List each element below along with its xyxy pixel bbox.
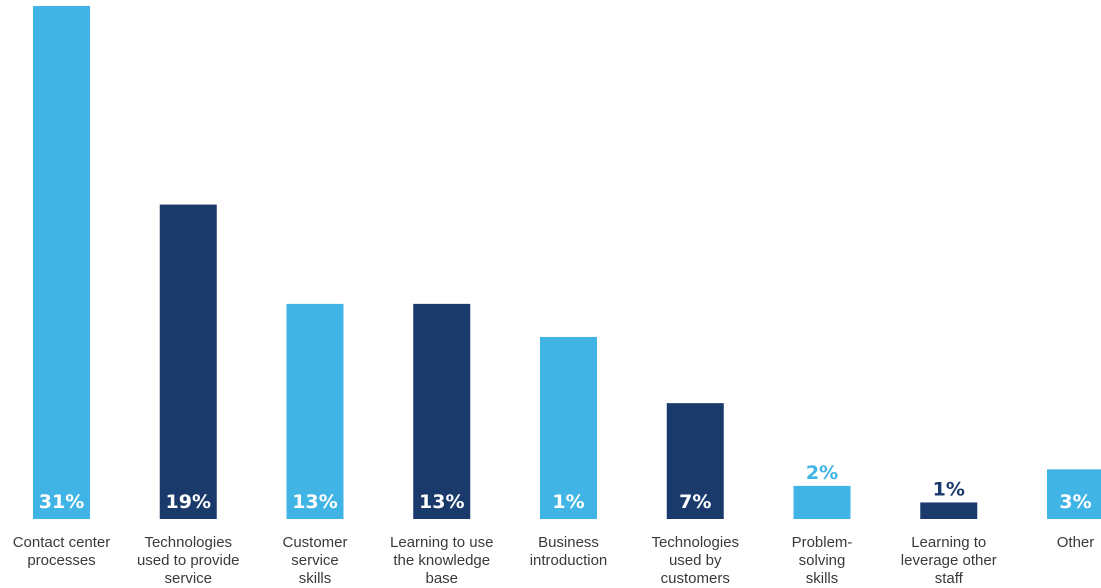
bar-8 [920, 502, 978, 519]
bar-7 [793, 485, 851, 519]
category-label-4: Learning to use the knowledge base [390, 534, 493, 587]
category-label-line: Other [1057, 534, 1095, 551]
category-label-line: service [291, 552, 339, 569]
category-label-line: Technologies [651, 534, 739, 551]
data-label-1: 31% [39, 491, 84, 513]
category-label-3: Customer service skills [282, 534, 347, 587]
bar-6 [666, 403, 724, 519]
data-label-9: 3% [1059, 491, 1091, 513]
category-label-line: introduction [530, 552, 608, 569]
bar-9 [1047, 469, 1101, 519]
bar-2 [159, 204, 217, 520]
category-label-1: Contact center processes [13, 534, 111, 569]
data-label-7: 2% [806, 462, 838, 484]
bar-5 [540, 336, 597, 519]
category-label-9: Other [1057, 534, 1095, 551]
category-label-5: Business introduction [530, 534, 608, 569]
bar-3 [286, 303, 344, 519]
category-label-line: Contact center [13, 534, 111, 551]
category-label-line: customers [661, 570, 730, 587]
category-label-line: Problem- [792, 534, 853, 551]
category-label-line: skills [299, 570, 332, 587]
category-label-line: Customer [282, 534, 347, 551]
category-label-7: Problem-solving skills [792, 534, 853, 587]
category-label-line: service [164, 570, 212, 587]
category-label-line: Learning to use [390, 534, 493, 551]
category-label-6: Technologies used by customers [651, 534, 739, 587]
category-label-line: Business [538, 534, 599, 551]
category-label-line: base [425, 570, 458, 587]
category-label-line: used to provide [137, 552, 240, 569]
category-label-line: the knowledge [393, 552, 490, 569]
data-label-8: 1% [933, 478, 965, 500]
bar-4 [413, 303, 471, 519]
category-label-8: Learning to leverage other staff [901, 534, 997, 587]
category-label-line: staff [935, 570, 964, 587]
category-label-line: skills [806, 570, 839, 587]
category-label-line: used by [669, 552, 722, 569]
bar-1 [33, 6, 90, 519]
data-label-6: 7% [679, 491, 711, 513]
data-label-3: 13% [292, 491, 337, 513]
category-label-line: processes [27, 552, 95, 569]
data-label-4: 13% [419, 491, 464, 513]
category-label-line: leverage other [901, 552, 997, 569]
category-label-2: Technologies used to provide service [137, 534, 240, 587]
category-label-line: Learning to [911, 534, 986, 551]
data-label-5: 1% [552, 491, 584, 513]
category-label-line: Technologies [144, 534, 232, 551]
data-label-2: 19% [166, 491, 211, 513]
category-label-line: solving [799, 552, 846, 569]
